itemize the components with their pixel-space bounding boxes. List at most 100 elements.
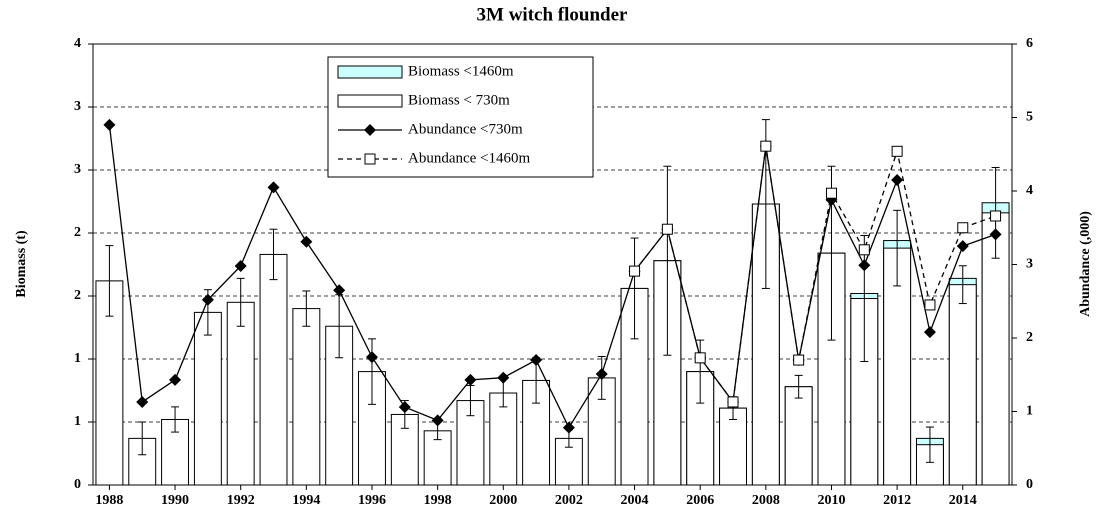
y2-tick-label: 6 — [1026, 36, 1033, 51]
marker — [956, 240, 969, 253]
plot-frame — [92, 43, 1013, 486]
line — [108, 124, 996, 430]
bar — [259, 253, 288, 486]
y-tick-label: 1 — [74, 351, 81, 366]
line — [634, 146, 996, 404]
error-bar — [171, 406, 180, 433]
marker — [989, 228, 1002, 241]
x-tick-label: 2000 — [489, 493, 517, 508]
error-bar — [696, 339, 705, 404]
y-tick-label: 2 — [74, 288, 81, 303]
error-bar — [860, 235, 869, 363]
marker — [694, 352, 706, 364]
x-tick-label: 1996 — [358, 493, 386, 508]
marker — [595, 368, 608, 381]
y2-tick-label: 1 — [1026, 404, 1033, 419]
legend-label: Abundance <1460m — [408, 150, 531, 166]
error-bar — [367, 338, 376, 405]
x-tick-label: 2004 — [621, 493, 649, 508]
marker — [464, 373, 477, 386]
legend: Biomass <1460m Biomass < 730m Abundance <7… — [327, 56, 594, 178]
marker — [858, 259, 871, 272]
marker — [923, 326, 936, 339]
bar — [226, 301, 255, 486]
marker — [530, 354, 543, 367]
marker — [858, 244, 870, 256]
marker — [398, 401, 411, 414]
x-tick-label: 2014 — [949, 493, 977, 508]
y2-tick-label: 5 — [1026, 110, 1033, 125]
error-bar — [893, 209, 902, 287]
x-tick-label: 1992 — [227, 493, 255, 508]
error-bar — [794, 374, 803, 399]
marker — [760, 140, 772, 152]
y-tick-label: 0 — [74, 477, 81, 492]
marker — [300, 235, 313, 248]
error-bar — [630, 237, 639, 340]
bar — [292, 308, 321, 486]
bar — [193, 311, 222, 486]
marker — [497, 371, 510, 384]
marker — [201, 293, 214, 306]
x-tick-label: 2010 — [817, 493, 845, 508]
error-bar — [663, 165, 672, 356]
y-tick-label: 3 — [74, 99, 81, 114]
marker — [793, 354, 805, 366]
marker — [103, 118, 116, 131]
legend-label: Abundance <730m — [408, 121, 523, 137]
legend-swatch — [337, 94, 403, 108]
y2-tick-label: 2 — [1026, 330, 1033, 345]
error-bar — [269, 228, 278, 281]
chart-title: 3M witch flounder — [477, 4, 629, 25]
marker — [891, 145, 903, 157]
marker — [267, 181, 280, 194]
x-tick-label: 1994 — [292, 493, 320, 508]
marker — [562, 421, 575, 434]
marker — [136, 395, 149, 408]
error-bar — [925, 426, 934, 463]
error-bar — [302, 290, 311, 327]
legend-label: Biomass <1460m — [408, 63, 514, 79]
bar — [883, 247, 912, 486]
x-tick-label: 2006 — [686, 493, 714, 508]
marker — [234, 259, 247, 272]
y-tick-label: 1 — [74, 414, 81, 429]
x-tick-label: 2008 — [752, 493, 780, 508]
bar — [948, 284, 977, 486]
legend-label: Biomass < 730m — [408, 92, 510, 108]
y2-axis-label: Abundance (,000) — [1078, 211, 1093, 317]
y-tick-label: 4 — [74, 36, 81, 51]
legend-swatch — [337, 65, 403, 79]
error-bar — [958, 265, 967, 305]
marker — [364, 124, 376, 136]
marker — [990, 210, 1002, 222]
marker — [957, 222, 969, 234]
x-tick-label: 1998 — [424, 493, 452, 508]
marker — [431, 414, 444, 427]
bar — [489, 392, 518, 486]
y2-tick-label: 0 — [1026, 477, 1033, 492]
error-bar — [105, 245, 114, 317]
error-bar — [236, 277, 245, 327]
marker — [333, 284, 346, 297]
marker — [727, 396, 739, 408]
y-axis-label: Biomass (t) — [14, 230, 29, 298]
y-tick-label: 3 — [74, 162, 81, 177]
x-tick-label: 2002 — [555, 493, 583, 508]
marker — [825, 187, 837, 199]
bar — [784, 386, 813, 486]
marker — [661, 223, 673, 235]
error-bar — [138, 421, 147, 456]
marker — [364, 153, 376, 165]
marker — [891, 173, 904, 186]
y2-tick-label: 4 — [1026, 183, 1033, 198]
y-tick-label: 2 — [74, 225, 81, 240]
x-tick-label: 2012 — [883, 493, 911, 508]
x-tick-label: 1988 — [95, 493, 123, 508]
marker — [169, 373, 182, 386]
marker — [629, 265, 641, 277]
y2-tick-label: 3 — [1026, 257, 1033, 272]
marker — [365, 351, 378, 364]
x-tick-label: 1990 — [161, 493, 189, 508]
